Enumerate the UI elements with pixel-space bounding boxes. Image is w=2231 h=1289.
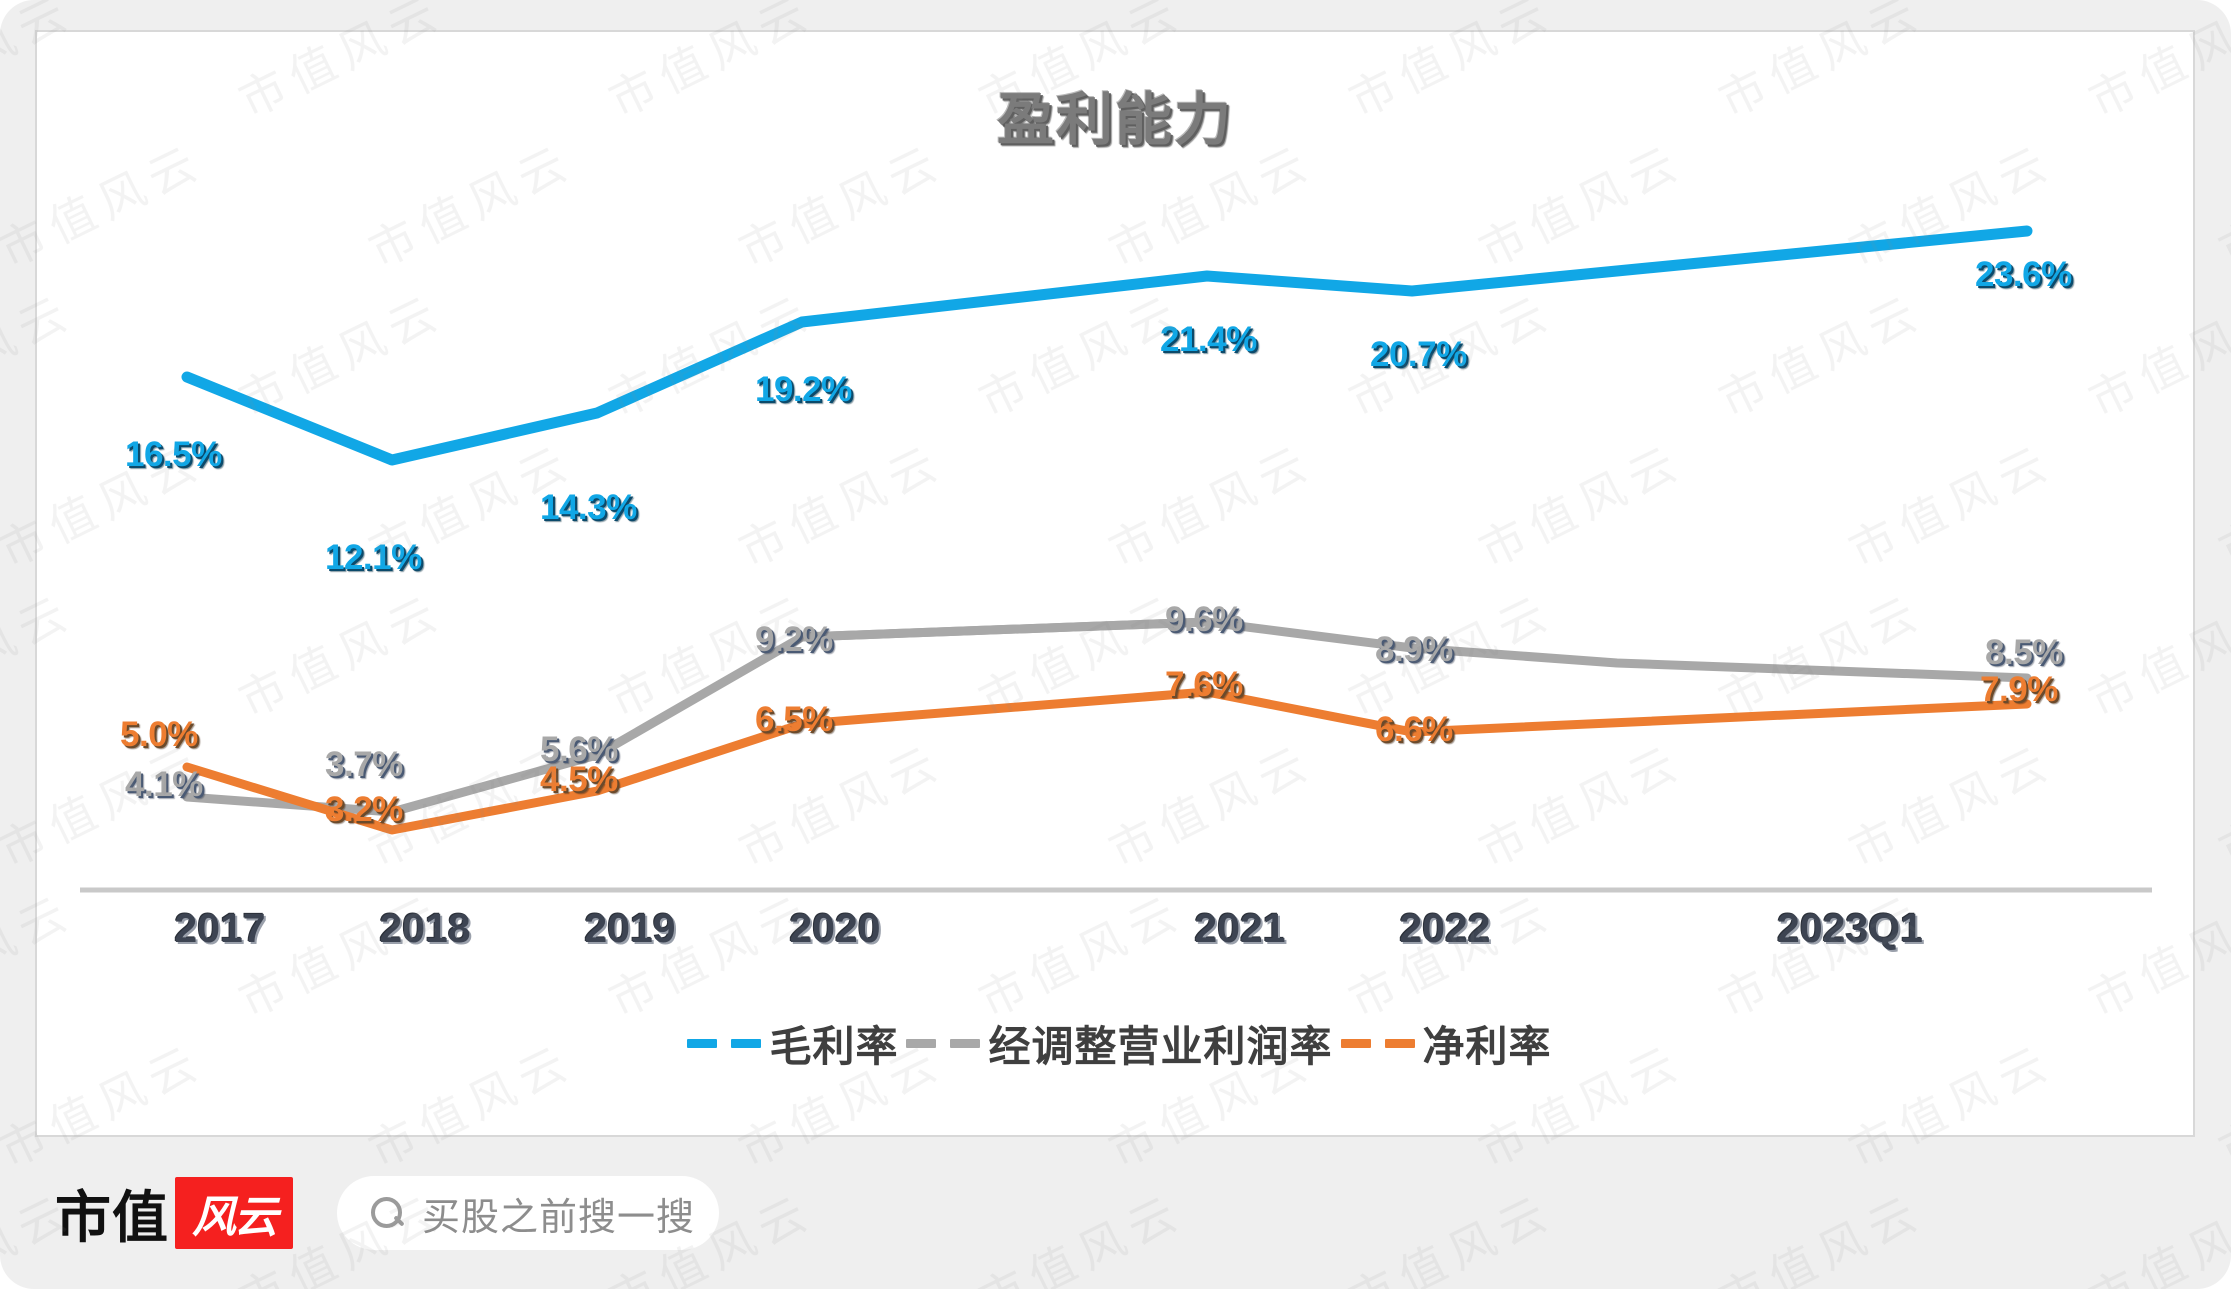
data-label: 6.5% [755,700,833,739]
x-axis-tick-2018: 2018 [379,905,471,951]
search-input[interactable]: 买股之前搜一搜 [337,1176,719,1250]
legend-color-swatch [731,1039,762,1048]
data-label: 7.9% [1980,670,2058,709]
legend-color-swatch [950,1039,981,1048]
data-label: 7.6% [1165,665,1243,704]
watermark-text: 市值风云 [2210,133,2231,279]
watermark-text: 市值风云 [2210,433,2231,579]
legend-color-swatch [906,1039,937,1048]
data-label: 6.6% [1375,710,1453,749]
data-label: 4.1% [125,765,203,804]
series-line-adjusted-operating-margin-seg [797,617,1212,642]
x-axis-tick-2020: 2020 [789,905,881,951]
brand-badge: 风云 [175,1177,293,1249]
chart-legend: 毛利率 经调整营业利润率 净利率 [0,1013,2231,1074]
brand-logo: 市值 风云 [55,1173,293,1254]
data-label: 3.2% [325,790,403,829]
chart-svg [80,225,2152,893]
x-axis-tick-2017: 2017 [174,905,266,951]
data-label: 5.0% [120,715,198,754]
legend-color-swatch [687,1039,718,1048]
data-label: 20.7% [1370,335,1467,374]
x-axis-tick-2022: 2022 [1399,905,1491,951]
legend-color-swatch [1384,1039,1415,1048]
legend-color-swatch [1340,1039,1371,1048]
legend-dash-group [687,1039,762,1048]
data-label: 3.7% [325,745,403,784]
legend-dash-group [906,1039,981,1048]
legend-item-经调整营业利润率[interactable]: 经调整营业利润率 [898,1013,1332,1074]
data-label: 14.3% [540,488,637,527]
search-placeholder-text: 买股之前搜一搜 [422,1194,696,1239]
footer-bar: 市值 风云 买股之前搜一搜 [0,1137,2231,1289]
data-label: 4.5% [540,760,618,799]
x-axis-tick-2023Q1: 2023Q1 [1777,905,1923,951]
data-label: 21.4% [1160,320,1257,359]
data-label: 9.6% [1165,600,1243,639]
data-label: 8.5% [1985,633,2063,672]
legend-dash-group [1340,1039,1415,1048]
legend-item-净利率[interactable]: 净利率 [1333,1013,1552,1074]
x-axis-tick-2021: 2021 [1194,905,1286,951]
watermark-text: 市值风云 [2210,733,2231,879]
data-label: 12.1% [325,538,422,577]
data-label: 5.6% [540,730,618,769]
legend-label: 毛利率 [769,1022,899,1071]
page-title: 盈利能力 [997,88,1233,152]
chart-card: 盈利能力 [35,30,2195,1137]
data-label: 19.2% [755,370,852,409]
legend-item-毛利率[interactable]: 毛利率 [679,1013,898,1074]
series-line-gross-margin [181,225,2033,466]
data-label: 9.2% [755,620,833,659]
brand-name-text: 市值 [55,1185,169,1251]
legend-label: 经调整营业利润率 [988,1022,1333,1071]
data-label: 16.5% [125,435,222,474]
x-axis-tick-2019: 2019 [584,905,676,951]
legend-label: 净利率 [1422,1022,1552,1071]
data-label: 23.6% [1975,255,2072,294]
data-label: 8.9% [1375,630,1453,669]
series-line-net-margin [182,687,2032,835]
line-chart-plot [37,32,2197,1139]
search-icon [371,1196,404,1230]
